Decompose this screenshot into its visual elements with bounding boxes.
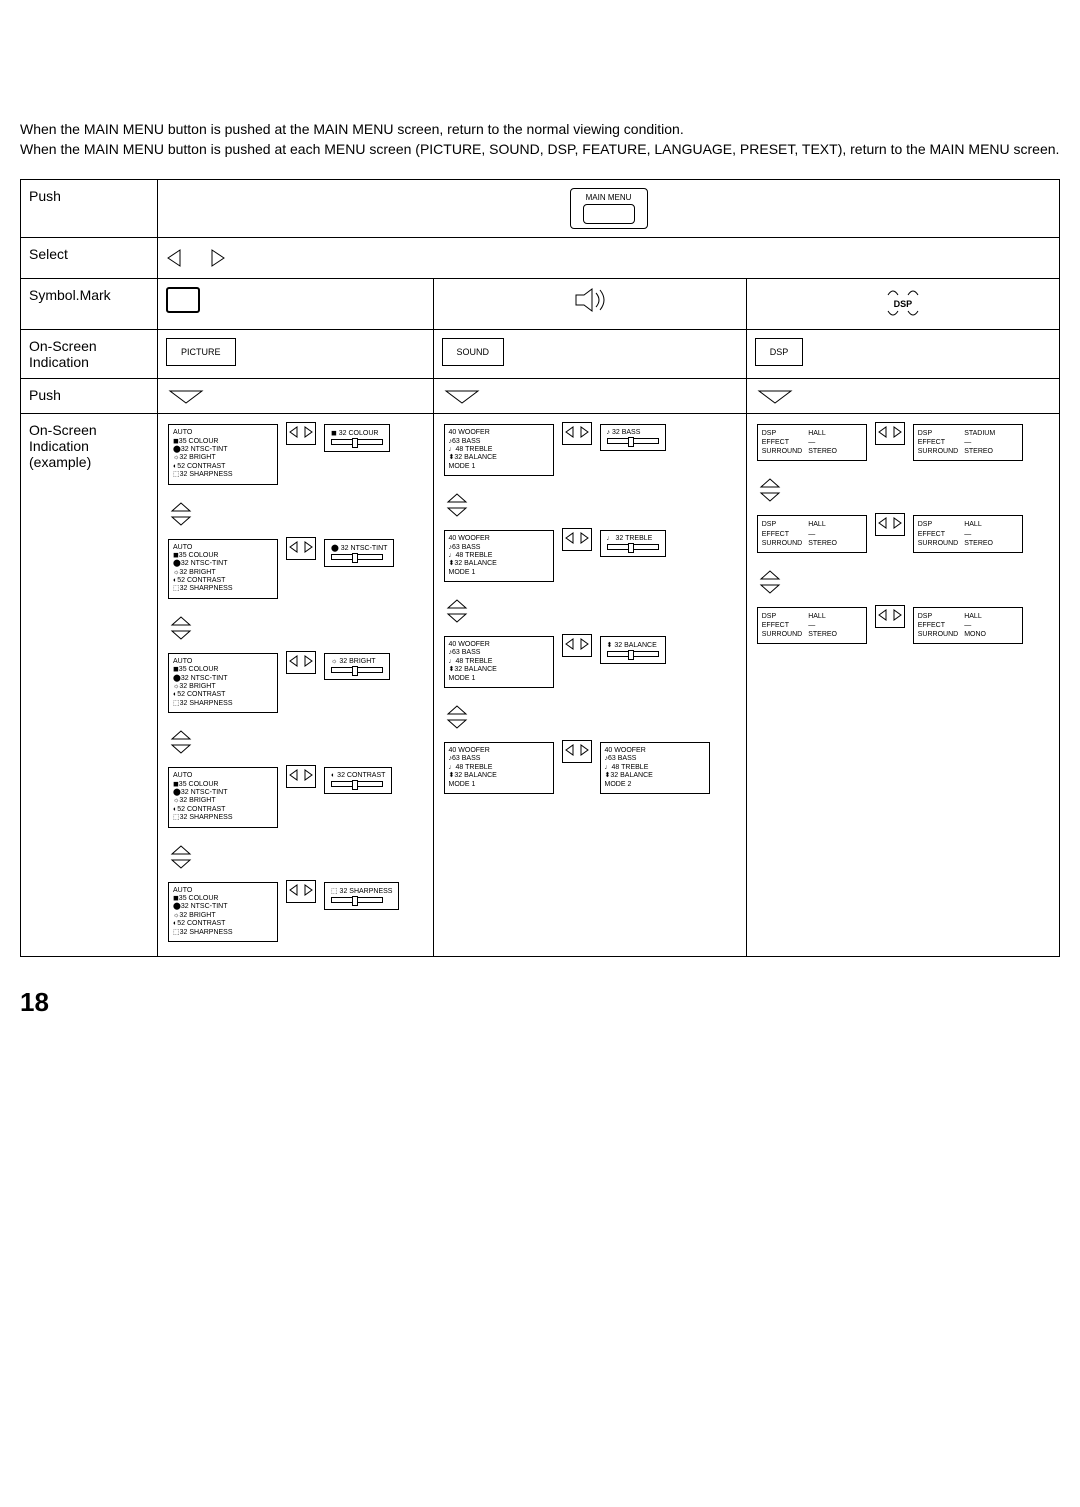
picture-adjust-box: ◼ 32 COLOUR	[324, 424, 390, 452]
picture-adjust-box: ⬚ 32 SHARPNESS	[324, 882, 399, 910]
main-menu-button[interactable]: MAIN MENU	[570, 188, 648, 229]
dsp-panel: DSP	[755, 338, 804, 366]
picture-menu-box: AUTO◼35 COLOUR⬤32 NTSC-TINT☼32 BRIGHT◐52…	[168, 539, 278, 599]
picture-symbol-icon	[166, 287, 200, 313]
slider-icon	[331, 897, 383, 903]
left-right-small-icon[interactable]	[875, 513, 905, 536]
slider-icon	[331, 554, 383, 560]
left-right-small-icon[interactable]	[875, 422, 905, 445]
up-down-arrow-icon[interactable]	[166, 723, 425, 761]
picture-menu-box: AUTO◼35 COLOUR⬤32 NTSC-TINT☼32 BRIGHT◐52…	[168, 767, 278, 827]
slider-icon	[607, 544, 659, 550]
up-down-arrow-icon[interactable]	[166, 838, 425, 876]
left-right-small-icon[interactable]	[562, 740, 592, 763]
slider-icon	[331, 667, 383, 673]
slider-icon	[331, 781, 383, 787]
dsp-examples: DSPEFFECTSURROUNDHALL—STEREO DSPEFFECTSUR…	[755, 422, 1051, 650]
left-right-small-icon[interactable]	[286, 537, 316, 560]
main-menu-button-label: MAIN MENU	[583, 193, 635, 202]
sound-adjust-box: ⬍ 32 BALANCE	[600, 636, 666, 664]
dsp-menu-box: DSPEFFECTSURROUNDHALL—STEREO	[757, 515, 867, 552]
picture-adjust-box: ⬤ 32 NTSC-TINT	[324, 539, 394, 567]
dsp-menu-box: DSPEFFECTSURROUNDSTADIUM—STEREO	[913, 424, 1023, 461]
left-right-small-icon[interactable]	[562, 422, 592, 445]
down-arrow-icon[interactable]	[442, 387, 738, 405]
left-right-small-icon[interactable]	[562, 528, 592, 551]
row-label-select: Select	[21, 238, 158, 279]
slider-icon	[331, 439, 383, 445]
main-menu-button-shape	[583, 204, 635, 224]
intro-line-1: When the MAIN MENU button is pushed at t…	[20, 120, 1060, 140]
down-arrow-icon[interactable]	[166, 387, 425, 405]
dsp-menu-box: DSPEFFECTSURROUNDHALL—MONO	[913, 607, 1023, 644]
up-down-arrow-icon[interactable]	[442, 592, 738, 630]
sound-menu-box: 40 WOOFER♪63 BASS♩48 TREBLE⬍32 BALANCEMO…	[444, 530, 554, 582]
picture-examples: AUTO◼35 COLOUR⬤32 NTSC-TINT☼32 BRIGHT◐52…	[166, 422, 425, 948]
left-right-small-icon[interactable]	[286, 765, 316, 788]
page-number: 18	[20, 987, 1060, 1018]
menu-navigation-table: Push MAIN MENU Select Symbol.Mark	[20, 179, 1060, 957]
up-down-arrow-icon[interactable]	[755, 471, 1051, 509]
sound-examples: 40 WOOFER♪63 BASS♩48 TREBLE⬍32 BALANCEMO…	[442, 422, 738, 800]
picture-adjust-box: ☼ 32 BRIGHT	[324, 653, 390, 680]
picture-adjust-box: ◐ 32 CONTRAST	[324, 767, 392, 794]
sound-symbol-icon	[570, 302, 610, 316]
row-label-osd1: On-Screen Indication	[21, 330, 158, 379]
sound-menu-box: 40 WOOFER♪63 BASS♩48 TREBLE⬍32 BALANCEMO…	[444, 636, 554, 688]
left-right-small-icon[interactable]	[286, 422, 316, 445]
up-down-arrow-icon[interactable]	[442, 698, 738, 736]
picture-menu-box: AUTO◼35 COLOUR⬤32 NTSC-TINT☼32 BRIGHT◐52…	[168, 424, 278, 484]
picture-panel: PICTURE	[166, 338, 236, 366]
sound-menu-box: 40 WOOFER♪63 BASS♩48 TREBLE⬍32 BALANCEMO…	[444, 742, 554, 794]
picture-menu-box: AUTO◼35 COLOUR⬤32 NTSC-TINT☼32 BRIGHT◐52…	[168, 653, 278, 713]
dsp-menu-box: DSPEFFECTSURROUNDHALL—STEREO	[913, 515, 1023, 552]
sound-adjust-box: ♩ 32 TREBLE	[600, 530, 666, 557]
left-right-small-icon[interactable]	[286, 880, 316, 903]
sound-menu-box: 40 WOOFER♪63 BASS♩48 TREBLE⬍32 BALANCEMO…	[444, 424, 554, 476]
row-label-push2: Push	[21, 379, 158, 414]
up-down-arrow-icon[interactable]	[166, 609, 425, 647]
row-label-symbol: Symbol.Mark	[21, 279, 158, 330]
row-label-push1: Push	[21, 180, 158, 238]
down-arrow-icon[interactable]	[755, 387, 1051, 405]
row-label-osd2: On-Screen Indication (example)	[21, 414, 158, 957]
left-right-small-icon[interactable]	[875, 605, 905, 628]
left-right-small-icon[interactable]	[286, 651, 316, 674]
sound-adjust-box: ♪ 32 BASS	[600, 424, 666, 451]
sound-panel: SOUND	[442, 338, 505, 366]
left-right-arrow-icon[interactable]	[166, 250, 226, 264]
dsp-menu-box: DSPEFFECTSURROUNDHALL—STEREO	[757, 607, 867, 644]
picture-menu-box: AUTO◼35 COLOUR⬤32 NTSC-TINT☼32 BRIGHT◐52…	[168, 882, 278, 942]
up-down-arrow-icon[interactable]	[166, 495, 425, 533]
left-right-small-icon[interactable]	[562, 634, 592, 657]
slider-icon	[607, 438, 659, 444]
dsp-menu-box: DSPEFFECTSURROUNDHALL—STEREO	[757, 424, 867, 461]
dsp-symbol-icon: DSP	[755, 287, 1051, 321]
sound-menu-mode2-box: 40 WOOFER♪63 BASS♩48 TREBLE⬍32 BALANCEMO…	[600, 742, 710, 794]
intro-line-2: When the MAIN MENU button is pushed at e…	[20, 140, 1060, 160]
slider-icon	[607, 651, 659, 657]
up-down-arrow-icon[interactable]	[755, 563, 1051, 601]
up-down-arrow-icon[interactable]	[442, 486, 738, 524]
